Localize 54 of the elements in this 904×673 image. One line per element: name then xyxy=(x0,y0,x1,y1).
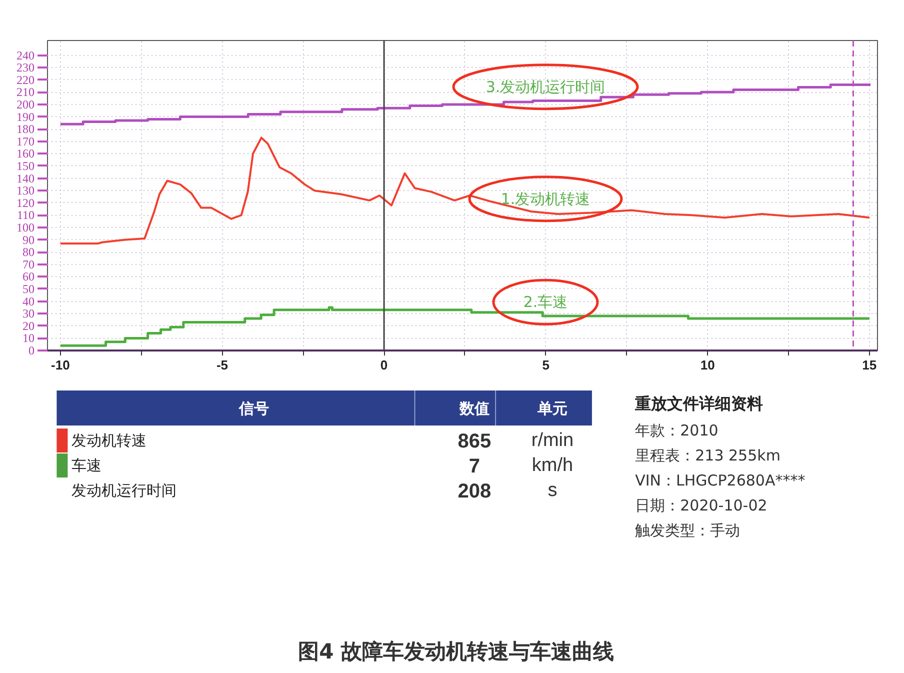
data-label: 208 xyxy=(458,480,492,502)
text: s xyxy=(548,480,558,501)
y-tick-label: 70 xyxy=(22,257,34,272)
x-tick-label: 5 xyxy=(542,358,550,372)
text: 年款：2010 xyxy=(635,422,718,440)
y-tick-label: 30 xyxy=(22,306,34,321)
y-tick-label: 190 xyxy=(16,110,34,124)
y-tick-label: 100 xyxy=(16,220,34,234)
data-label: 865 xyxy=(458,430,492,452)
y-tick-label: 180 xyxy=(16,122,34,136)
category-label: 车速 xyxy=(71,456,102,474)
x-tick-label: 15 xyxy=(862,358,877,372)
y-tick-label: 220 xyxy=(16,72,34,87)
y-tick-label: 20 xyxy=(22,318,34,333)
text: 重放文件详细资料 xyxy=(634,394,764,413)
y-tick-label: 210 xyxy=(16,85,34,100)
text: r/min xyxy=(531,430,574,451)
x-tick-label: 10 xyxy=(700,358,715,372)
series-label: 3.发动机运行时间 xyxy=(486,78,606,96)
y-tick-label: 50 xyxy=(22,282,34,296)
caption: 图4 故障车发动机转速与车速曲线 xyxy=(298,640,614,664)
series-label: 1.发动机转速 xyxy=(500,190,590,208)
y-tick-label: 170 xyxy=(16,134,34,148)
text: 触发类型：手动 xyxy=(635,522,740,540)
y-tick-label: 40 xyxy=(22,294,34,308)
y-tick-label: 110 xyxy=(16,208,35,222)
category-label: 发动机转速 xyxy=(71,432,146,450)
y-tick-label: 90 xyxy=(22,232,34,247)
text: 日期：2020-10-02 xyxy=(635,496,768,514)
y-tick-label: 60 xyxy=(22,270,34,284)
text: 里程表：213 255km xyxy=(635,446,780,464)
y-tick-label: 0 xyxy=(28,344,34,358)
y-tick-label: 120 xyxy=(16,196,34,210)
y-tick-label: 160 xyxy=(16,146,34,161)
data-label: 7 xyxy=(468,456,480,478)
text: VIN：LHGCP2680A**** xyxy=(635,472,806,490)
series-label: 2.车速 xyxy=(523,293,568,312)
y-tick-label: 140 xyxy=(16,171,34,186)
text: 单元 xyxy=(536,400,568,418)
category-label: 发动机运行时间 xyxy=(71,482,176,500)
y-tick-label: 10 xyxy=(22,331,34,346)
text: km/h xyxy=(532,455,574,476)
x-tick-label: -5 xyxy=(216,358,228,372)
text: 数值 xyxy=(458,400,490,418)
y-tick-label: 150 xyxy=(16,158,34,173)
y-tick-label: 230 xyxy=(16,60,34,75)
line-series xyxy=(59,136,870,244)
y-tick-label: 240 xyxy=(16,48,34,62)
x-tick-label: -10 xyxy=(51,358,70,372)
y-tick-label: 200 xyxy=(16,97,34,112)
text: 信号 xyxy=(238,400,270,418)
x-tick-label: 0 xyxy=(380,358,388,372)
y-tick-label: 130 xyxy=(16,184,34,198)
y-tick-label: 80 xyxy=(22,245,34,260)
